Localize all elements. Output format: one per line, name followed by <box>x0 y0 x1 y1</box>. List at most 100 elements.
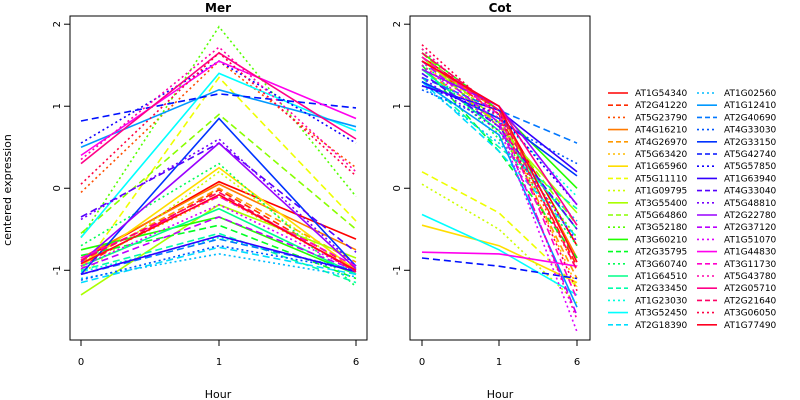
series-line <box>421 64 578 271</box>
legend-label: AT1G12410 <box>724 101 777 111</box>
legend-label: AT5G11110 <box>635 174 688 184</box>
series-line <box>80 142 357 270</box>
series-line <box>80 93 357 122</box>
legend-label: AT2G05710 <box>724 284 777 294</box>
y-tick-label: 0 <box>52 185 63 191</box>
legend-label: AT1G64510 <box>635 272 688 282</box>
series-line <box>80 46 357 173</box>
series-line <box>421 76 578 243</box>
series-line <box>421 76 578 210</box>
x-tick-label: 6 <box>574 357 580 368</box>
x-tick-label: 0 <box>419 357 425 368</box>
y-tick-label: 2 <box>392 21 403 27</box>
legend-label: AT5G23790 <box>635 113 688 123</box>
legend-label: AT4G26970 <box>635 138 688 148</box>
series-line <box>80 72 357 239</box>
legend-label: AT2G40690 <box>724 113 777 123</box>
legend-label: AT2G35795 <box>635 248 687 258</box>
legend-label: AT4G16210 <box>635 126 688 136</box>
series-line <box>80 195 357 267</box>
legend-label: AT3G06050 <box>724 309 777 319</box>
series-line <box>80 162 357 288</box>
legend-label: AT4G33040 <box>724 187 777 197</box>
legend: AT1G54340 AT2G41220 AT5G23790 AT4G16210 AT4G… <box>608 89 777 331</box>
series-line <box>421 72 578 230</box>
legend-label: AT5G63420 <box>635 150 688 160</box>
legend-label: AT2G41220 <box>635 101 688 111</box>
series-line <box>80 188 357 270</box>
y-axis-label: centered expression <box>1 134 14 246</box>
series-line <box>421 52 578 271</box>
x-tick-label: 1 <box>216 357 222 368</box>
x-axis-label: Hour <box>487 388 514 400</box>
legend-label: AT5G43780 <box>724 272 777 282</box>
legend-label: AT1G23030 <box>635 296 688 306</box>
series-line <box>421 251 578 267</box>
series-line <box>421 213 578 296</box>
series-line <box>80 170 357 276</box>
legend-label: AT1G63940 <box>724 174 777 184</box>
series-line <box>421 224 578 284</box>
series-line <box>80 60 357 157</box>
series-line <box>421 64 578 333</box>
panel-cot: Cot Hour -1 0 1 2 0 1 6 <box>392 1 591 400</box>
legend-label: AT2G18390 <box>635 321 688 331</box>
series-line <box>80 203 357 272</box>
series-line <box>80 224 357 280</box>
legend-label: AT5G64860 <box>635 211 688 221</box>
legend-label: AT3G55400 <box>635 199 688 209</box>
legend-label: AT1G09795 <box>635 187 687 197</box>
series-line <box>421 84 578 206</box>
series-line <box>80 25 357 238</box>
x-tick-label: 1 <box>496 357 502 368</box>
series-line <box>80 88 357 148</box>
series-line <box>80 51 357 185</box>
series-line <box>421 84 578 173</box>
series-line <box>80 76 357 271</box>
legend-label: AT2G21640 <box>724 296 777 306</box>
plot-frame <box>409 15 591 341</box>
panel-title: Cot <box>489 1 512 15</box>
series-line <box>80 193 357 272</box>
legend-label: AT1G65960 <box>635 162 688 172</box>
x-axis-label: Hour <box>205 388 232 400</box>
legend-label: AT1G02560 <box>724 89 777 99</box>
series-line <box>80 195 357 272</box>
series-line <box>421 85 578 222</box>
legend-label: AT3G60740 <box>635 260 688 270</box>
legend-label: AT1G54340 <box>635 89 688 99</box>
legend-label: AT1G77490 <box>724 321 777 331</box>
y-tick-label: 1 <box>52 103 63 109</box>
panel-title: Mer <box>205 1 231 15</box>
series-line <box>421 257 578 280</box>
legend-label: AT5G48810 <box>724 199 777 209</box>
legend-label: AT2G22780 <box>724 211 777 221</box>
legend-label: AT1G44830 <box>724 248 777 258</box>
series-line <box>80 113 357 235</box>
legend-label: AT3G52450 <box>635 309 688 319</box>
series-line <box>80 51 357 165</box>
y-tick-label: 1 <box>392 103 403 109</box>
legend-label: AT1G51070 <box>724 235 777 245</box>
series-line <box>421 64 578 259</box>
y-tick-label: -1 <box>392 265 403 275</box>
panel-mer: Mer Hour -1 0 1 2 0 1 6 <box>52 1 368 400</box>
series-line <box>80 166 357 271</box>
series-line <box>80 253 357 280</box>
legend-label: AT5G57850 <box>724 162 777 172</box>
legend-label: AT3G60210 <box>635 235 688 245</box>
series-line <box>421 60 578 263</box>
series-line <box>421 68 578 230</box>
series-line <box>421 183 578 304</box>
series-line <box>80 187 357 263</box>
legend-label: AT4G33030 <box>724 126 777 136</box>
y-tick-label: 0 <box>392 185 403 191</box>
series-line <box>80 244 357 281</box>
legend-label: AT3G11730 <box>724 260 777 270</box>
x-tick-label: 0 <box>78 357 84 368</box>
y-tick-label: -1 <box>52 265 63 275</box>
series-line <box>80 234 357 276</box>
plot-frame <box>69 15 368 341</box>
legend-label: AT2G33150 <box>724 138 777 148</box>
